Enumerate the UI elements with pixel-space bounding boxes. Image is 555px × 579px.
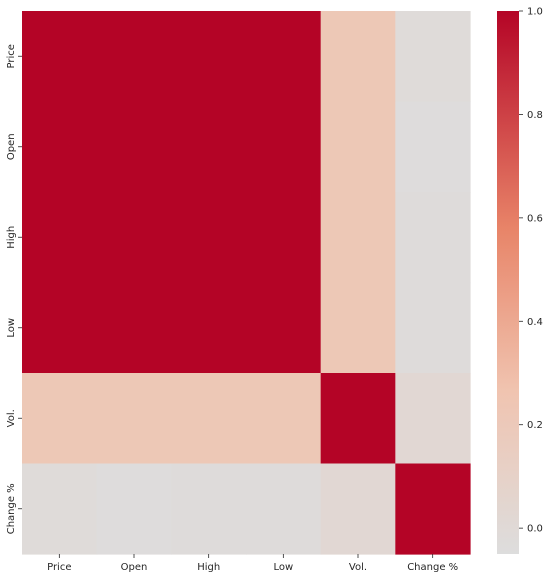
x-tick-label: Open xyxy=(121,562,148,573)
heatmap-cell-1-1 xyxy=(96,101,172,193)
heatmap-cell-0-4 xyxy=(320,11,396,103)
x-tick-label: Vol. xyxy=(349,562,367,573)
heatmap-cell-5-4 xyxy=(320,463,396,555)
heatmap-cell-2-3 xyxy=(246,192,322,284)
heatmap-cell-0-1 xyxy=(96,11,172,103)
x-tick-label: Price xyxy=(47,562,71,573)
heatmap-cell-1-5 xyxy=(395,101,471,193)
heatmap-cell-1-4 xyxy=(320,101,396,193)
heatmap-cell-4-2 xyxy=(171,373,247,465)
heatmap-cell-4-1 xyxy=(96,373,172,465)
heatmap-cell-4-3 xyxy=(246,373,322,465)
x-tick-label: Change % xyxy=(407,562,458,573)
heatmap-cell-1-3 xyxy=(246,101,322,193)
heatmap-cell-0-5 xyxy=(395,11,471,103)
heatmap-cell-3-2 xyxy=(171,282,247,374)
heatmap-cell-5-3 xyxy=(246,463,322,555)
heatmap-cell-3-5 xyxy=(395,282,471,374)
colorbar-tick-label: 0.4 xyxy=(527,317,543,328)
y-tick-labels: Price Open High Low Vol. Change % xyxy=(6,44,22,534)
x-tick-label: Low xyxy=(273,562,293,573)
heatmap-cell-2-4 xyxy=(320,192,396,284)
colorbar-gradient xyxy=(497,11,519,554)
heatmap-cell-2-1 xyxy=(96,192,172,284)
heatmap-cell-3-3 xyxy=(246,282,322,374)
colorbar-tick-label: 0.0 xyxy=(527,524,543,535)
heatmap-cell-3-0 xyxy=(22,282,98,374)
heatmap-cell-4-5 xyxy=(395,373,471,465)
heatmap-cell-5-2 xyxy=(171,463,247,555)
heatmap-cell-0-2 xyxy=(171,11,247,103)
colorbar-tick-label: 0.2 xyxy=(527,420,543,431)
heatmap-cell-0-3 xyxy=(246,11,322,103)
heatmap-cell-2-2 xyxy=(171,192,247,284)
colorbar-tick-label: 0.6 xyxy=(527,213,543,224)
y-tick-label: Vol. xyxy=(6,409,17,427)
y-tick-label: Change % xyxy=(6,483,17,534)
heatmap-cell-3-1 xyxy=(96,282,172,374)
x-tick-labels: Price Open High Low Vol. Change % xyxy=(47,554,458,573)
colorbar-tick-label: 0.8 xyxy=(527,110,543,121)
heatmap-cell-3-4 xyxy=(320,282,396,374)
heatmap-cell-2-0 xyxy=(22,192,98,284)
heatmap-cell-5-1 xyxy=(96,463,172,555)
heatmap-cell-0-0 xyxy=(22,11,98,103)
y-tick-label: Low xyxy=(6,318,17,338)
heatmap-cell-5-0 xyxy=(22,463,98,555)
colorbar-tick-label: 1.0 xyxy=(527,7,543,18)
heatmap-cell-4-4 xyxy=(320,373,396,465)
heatmap-cell-1-2 xyxy=(171,101,247,193)
x-tick-label: High xyxy=(197,562,220,573)
heatmap-cell-2-5 xyxy=(395,192,471,284)
y-tick-label: High xyxy=(6,226,17,249)
colorbar: 0.0 0.2 0.4 0.6 0.8 1.0 xyxy=(497,7,543,554)
heatmap-cells xyxy=(22,11,471,555)
heatmap-cell-5-5 xyxy=(395,463,471,555)
y-tick-label: Open xyxy=(6,133,17,160)
y-tick-label: Price xyxy=(6,44,17,68)
heatmap-cell-1-0 xyxy=(22,101,98,193)
colorbar-ticks: 0.0 0.2 0.4 0.6 0.8 1.0 xyxy=(519,7,543,535)
heatmap-cell-4-0 xyxy=(22,373,98,465)
